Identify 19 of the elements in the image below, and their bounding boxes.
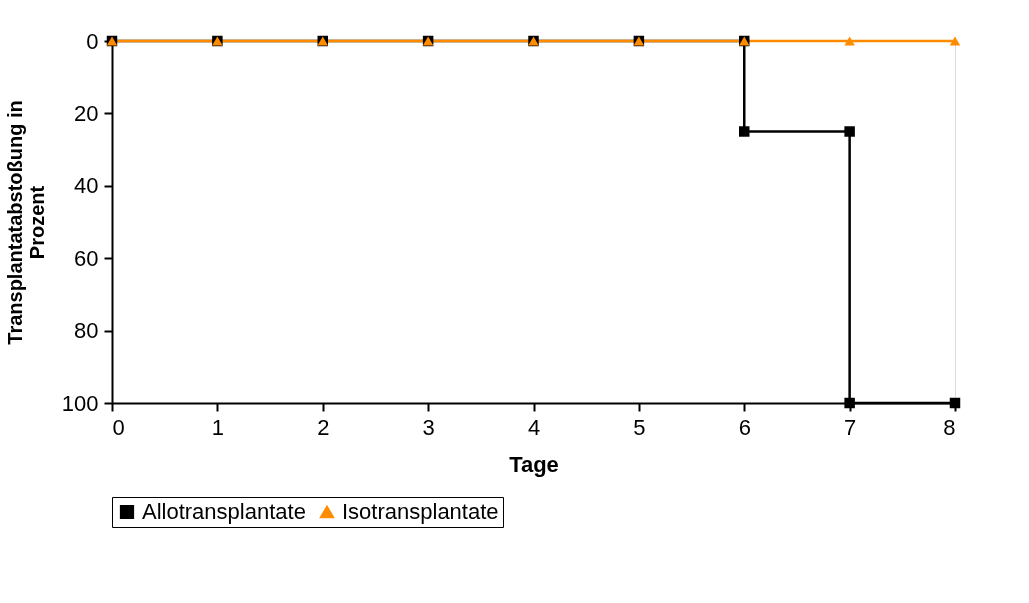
y-axis-title: Transplantatabstoßung in Prozent: [3, 100, 48, 345]
x-tick-label: 8: [943, 414, 956, 440]
legend-label: Isotransplantate: [342, 499, 499, 524]
y-tick-label: 80: [74, 318, 99, 344]
x-tick-label: 3: [422, 414, 435, 440]
x-tick-label: 2: [317, 414, 330, 440]
y-tick-label: 60: [74, 245, 99, 271]
legend-label: Allotransplantate: [142, 499, 306, 524]
x-tick-label: 7: [844, 414, 857, 440]
y-tick-label: 20: [74, 100, 99, 126]
x-tick-label: 6: [738, 414, 751, 440]
x-tick-label: 4: [527, 414, 541, 440]
y-tick-label: 100: [61, 390, 99, 416]
x-tick-label: 0: [112, 414, 125, 440]
y-tick-label: 0: [86, 28, 99, 54]
x-axis-title: Tage: [509, 451, 559, 477]
x-tick-label: 1: [211, 414, 224, 440]
x-tick-label: 5: [633, 414, 646, 440]
y-tick-label: 40: [74, 173, 99, 199]
